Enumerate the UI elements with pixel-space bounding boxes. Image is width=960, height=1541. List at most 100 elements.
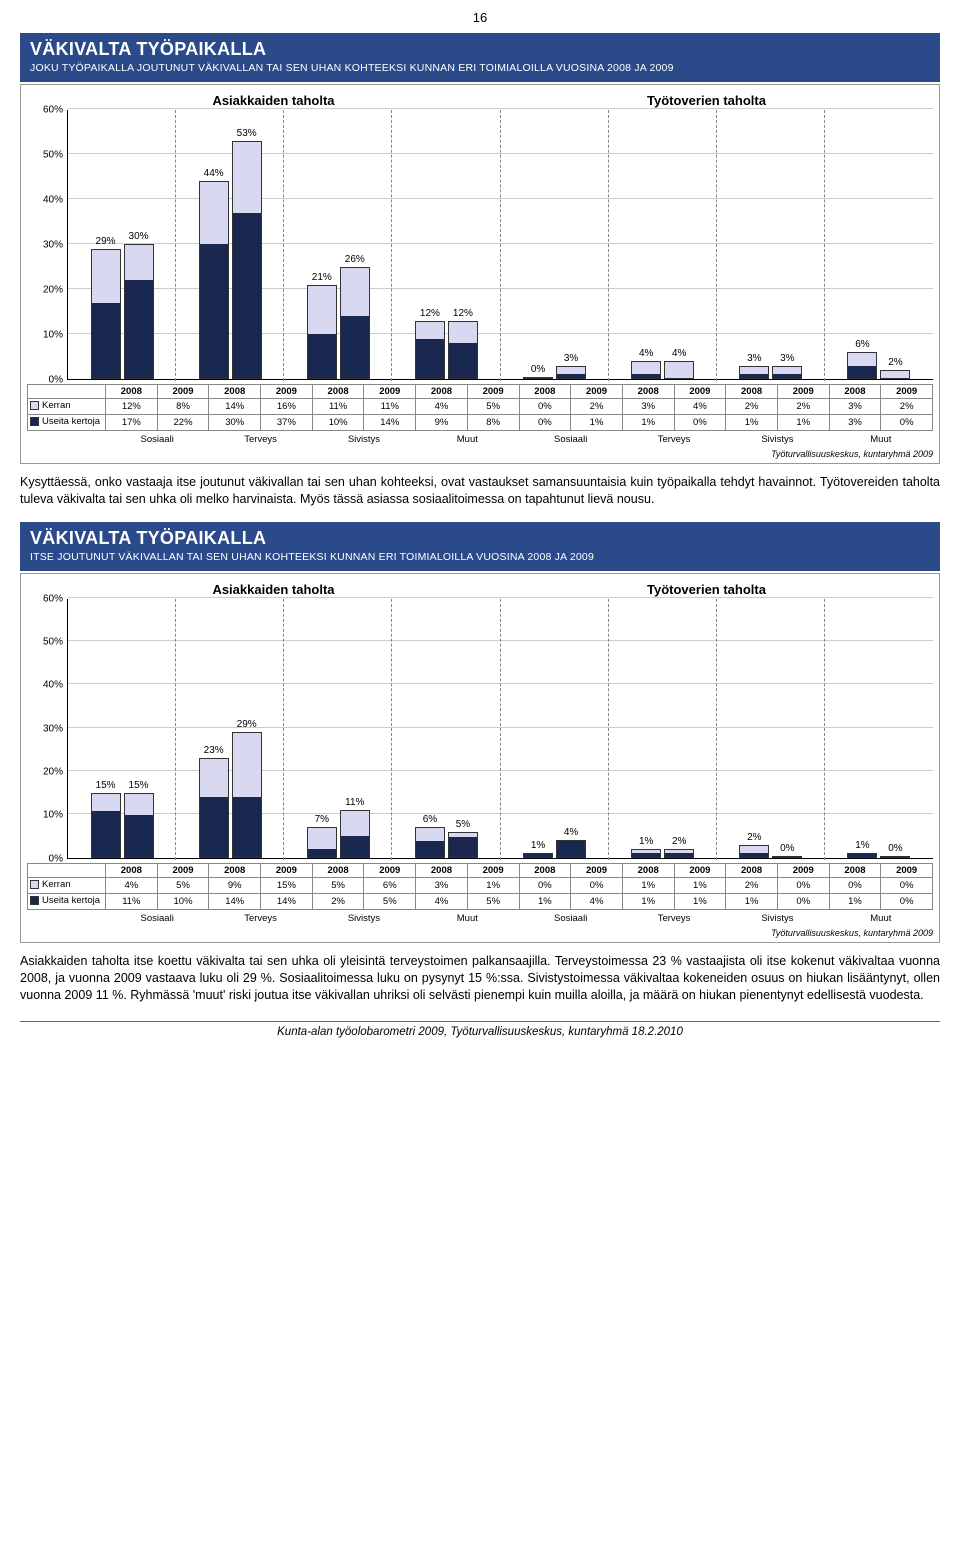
plot-area: 29%30%44%53%21%26%12%12%0%3%4%4%3%3%6%2%	[67, 110, 933, 380]
bar-label: 0%	[888, 843, 902, 854]
panel1-title-sub: JOKU TYÖPAIKALLA JOUTUNUT VÄKIVALLAN TAI…	[30, 62, 930, 74]
useita-label: Useita kertoja	[30, 895, 100, 906]
cell: 3%	[622, 399, 674, 415]
y-axis: 0%10%20%30%40%50%60%	[27, 110, 67, 380]
year-cell: 2009	[364, 863, 416, 877]
bar: 5%	[448, 832, 478, 858]
panel2-title-sub: ITSE JOUTUNUT VÄKIVALLAN TAI SEN UHAN KO…	[30, 551, 930, 563]
bar-segment-useita	[740, 853, 768, 857]
panel1-title-main: VÄKIVALTA TYÖPAIKALLA	[30, 39, 930, 60]
cell: 1%	[829, 893, 881, 909]
y-tick: 10%	[43, 810, 63, 821]
bar-label: 23%	[204, 745, 224, 756]
bar: 4%	[556, 840, 586, 857]
y-tick: 40%	[43, 680, 63, 691]
kerran-label: Kerran	[30, 400, 71, 411]
bar-segment-kerran	[632, 362, 660, 374]
bar-segment-kerran	[125, 245, 153, 280]
bar: 29%	[91, 249, 121, 380]
group-label: Sosiaali	[519, 909, 622, 925]
bar-group: 1%2%	[609, 599, 717, 858]
bar-label: 0%	[531, 364, 545, 375]
cell: 11%	[312, 399, 364, 415]
cell: 11%	[364, 399, 416, 415]
cell: 0%	[881, 877, 933, 893]
bar-group: 4% 4%	[609, 110, 717, 379]
year-cell: 2008	[829, 385, 881, 399]
table-row: Kerran4%5%9%15%5%6%3%1%0%0%1%1%2%0%0%0%	[28, 877, 933, 893]
bar-label: 2%	[747, 832, 761, 843]
bar-label: 15%	[96, 780, 116, 791]
cell: 17%	[106, 415, 158, 431]
cell: 0%	[881, 893, 933, 909]
data-table: 2008200920082009200820092008200920082009…	[27, 863, 933, 925]
year-cell: 2009	[777, 385, 829, 399]
bar-label: 30%	[129, 231, 149, 242]
group-label: Terveys	[209, 909, 312, 925]
bar-segment-kerran	[341, 811, 369, 836]
bar: 29%	[232, 732, 262, 858]
y-tick: 50%	[43, 150, 63, 161]
bar: 21%	[307, 285, 337, 380]
bar-segment-useita	[557, 374, 585, 378]
bar-label: 4%	[639, 348, 653, 359]
gridline	[68, 597, 933, 598]
bar-groups: 15%15%23%29%7%11%6%5%1%4%1%2%2%0%1%0%	[68, 599, 933, 858]
year-cell: 2008	[416, 385, 468, 399]
bar-label: 3%	[747, 353, 761, 364]
year-cell: 2008	[106, 385, 158, 399]
bar-segment-useita	[632, 374, 660, 378]
legend-right: Työtoverien taholta	[480, 93, 933, 108]
cell: 1%	[571, 415, 623, 431]
data-table: 2008200920082009200820092008200920082009…	[27, 384, 933, 446]
cell: 1%	[674, 877, 726, 893]
bar-segment-useita	[557, 841, 585, 856]
cell: 0%	[519, 399, 571, 415]
bar-group: 3%3%	[717, 110, 825, 379]
group-label: Sivistys	[726, 431, 829, 447]
bar-label: 12%	[453, 308, 473, 319]
bar: 2%	[880, 370, 910, 379]
bar: 6%	[415, 827, 445, 857]
chart-legend-row: Asiakkaiden taholtaTyötoverien taholta	[27, 582, 933, 597]
cell: 2%	[312, 893, 364, 909]
bar: 7%	[307, 827, 337, 857]
group-label: Sosiaali	[106, 431, 209, 447]
y-tick: 50%	[43, 637, 63, 648]
y-tick: 20%	[43, 767, 63, 778]
cell: 5%	[312, 877, 364, 893]
bar-group: 15%15%	[68, 599, 176, 858]
cell: 10%	[157, 893, 209, 909]
bar-group: 21%26%	[284, 110, 392, 379]
cell: 1%	[726, 893, 778, 909]
year-cell: 2008	[726, 863, 778, 877]
useita-label: Useita kertoja	[30, 416, 100, 427]
bar: 4%	[664, 361, 694, 379]
bar-group: 2%0%	[717, 599, 825, 858]
panel2-chart: Asiakkaiden taholtaTyötoverien taholta 0%…	[20, 573, 940, 943]
bar-segment-kerran	[125, 794, 153, 815]
bar-group: 29% 30%	[68, 110, 176, 379]
gridline	[68, 108, 933, 109]
cell: 5%	[467, 399, 519, 415]
bar: 15%	[91, 793, 121, 858]
bar: 12%	[415, 321, 445, 380]
group-label: Terveys	[209, 431, 312, 447]
cell: 14%	[209, 893, 261, 909]
bar: 1%	[523, 853, 553, 857]
bar-segment-kerran	[200, 759, 228, 797]
table-row: SosiaaliTerveysSivistysMuutSosiaaliTerve…	[28, 431, 933, 447]
year-cell: 2008	[209, 863, 261, 877]
bar-segment-useita	[92, 303, 120, 378]
bar-group: 44%53%	[176, 110, 284, 379]
bar-label: 11%	[345, 797, 364, 808]
cell: 1%	[467, 877, 519, 893]
year-cell: 2008	[106, 863, 158, 877]
cell: 1%	[777, 415, 829, 431]
bar-group: 1%0%	[825, 599, 933, 858]
cell: 6%	[364, 877, 416, 893]
cell: 0%	[571, 877, 623, 893]
cell: 1%	[622, 877, 674, 893]
bar: 15%	[124, 793, 154, 858]
bar-label: 12%	[420, 308, 440, 319]
